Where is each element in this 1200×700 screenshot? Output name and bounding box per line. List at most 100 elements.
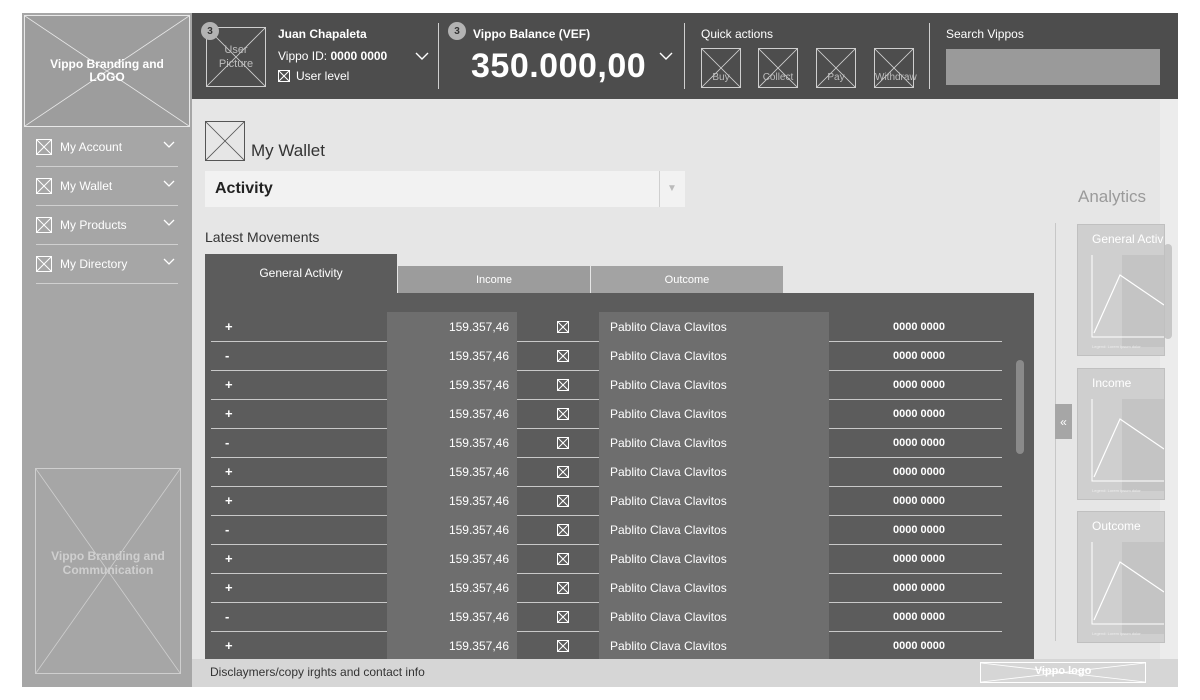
movement-icon-cell xyxy=(557,341,569,370)
movement-sign: - xyxy=(225,522,230,537)
movement-icon-cell xyxy=(557,399,569,428)
movement-amount: 159.357,46 xyxy=(387,486,517,515)
movement-icon-cell xyxy=(557,370,569,399)
page-scrollbar-thumb[interactable] xyxy=(1164,244,1172,339)
sidebar-item-label: My Products xyxy=(60,218,127,232)
movement-type-icon xyxy=(557,610,569,623)
movement-sign: + xyxy=(225,319,233,334)
buy-button-label: Buy xyxy=(712,72,730,83)
movement-sign: + xyxy=(225,406,233,421)
sidebar-item-my-products[interactable]: My Products xyxy=(36,206,178,245)
chevron-down-icon[interactable] xyxy=(162,140,176,150)
tab-general-activity[interactable]: General Activity xyxy=(205,254,397,294)
movement-amount: 159.357,46 xyxy=(387,573,517,602)
movement-reference: 0000 0000 xyxy=(893,494,945,507)
movement-amount: 159.357,46 xyxy=(387,544,517,573)
movement-reference: 0000 0000 xyxy=(893,581,945,594)
collapse-analytics-button[interactable]: « xyxy=(1055,404,1072,439)
movement-reference: 0000 0000 xyxy=(893,523,945,536)
movement-type-icon xyxy=(557,552,569,565)
select-divider xyxy=(659,171,660,207)
movement-name: Pablito Clava Clavitos xyxy=(599,602,829,631)
movement-type-icon xyxy=(557,523,569,536)
user-level-label: User level xyxy=(296,69,350,83)
movement-icon-cell xyxy=(557,486,569,515)
chevron-down-icon[interactable] xyxy=(162,257,176,267)
sidebar-item-my-account[interactable]: My Account xyxy=(36,128,178,167)
table-row[interactable]: - 159.357,46 Pablito Clava Clavitos 0000… xyxy=(211,515,1002,545)
movement-sign: - xyxy=(225,348,230,363)
user-picture[interactable]: User Picture xyxy=(206,27,266,87)
analytics-card-general-activity[interactable]: General Activity Legend: Lorem ipsum dol… xyxy=(1077,224,1165,356)
analytics-card-outcome[interactable]: Outcome Legend: Lorem ipsum dolor xyxy=(1077,511,1165,643)
table-row[interactable]: - 159.357,46 Pablito Clava Clavitos 0000… xyxy=(211,602,1002,632)
user-id-value: 0000 0000 xyxy=(330,49,388,63)
chevron-down-icon[interactable] xyxy=(162,179,176,189)
footer-logo-text: Vippo logo xyxy=(1034,665,1092,677)
search-label: Search Vippos xyxy=(946,27,1024,41)
table-row[interactable]: + 159.357,46 Pablito Clava Clavitos 0000… xyxy=(211,370,1002,400)
table-row[interactable]: + 159.357,46 Pablito Clava Clavitos 0000… xyxy=(211,631,1002,659)
buy-button[interactable]: Buy xyxy=(701,48,741,88)
movement-reference: 0000 0000 xyxy=(893,349,945,362)
brand-logo-text: Vippo Branding and LOGO xyxy=(50,57,164,84)
analytics-card-title: General Activity xyxy=(1092,232,1164,246)
movement-icon-cell xyxy=(557,602,569,631)
placeholder-icon xyxy=(36,178,52,194)
view-select[interactable]: Activity ▼ xyxy=(205,171,685,207)
movement-sign: - xyxy=(225,609,230,624)
movement-type-icon xyxy=(557,407,569,420)
pay-button[interactable]: Pay xyxy=(816,48,856,88)
movements-table: + 159.357,46 Pablito Clava Clavitos 0000… xyxy=(205,293,1034,659)
movement-icon-cell xyxy=(557,515,569,544)
table-row[interactable]: + 159.357,46 Pablito Clava Clavitos 0000… xyxy=(211,457,1002,487)
movement-sign: + xyxy=(225,580,233,595)
movement-amount: 159.357,46 xyxy=(387,515,517,544)
chevron-down-icon[interactable] xyxy=(162,218,176,228)
header-divider xyxy=(438,23,439,89)
tab-outcome[interactable]: Outcome xyxy=(591,266,783,294)
movement-type-icon xyxy=(557,320,569,333)
placeholder-icon xyxy=(36,139,52,155)
table-row[interactable]: + 159.357,46 Pablito Clava Clavitos 0000… xyxy=(211,486,1002,516)
collect-button-label: Collect xyxy=(762,72,794,83)
user-menu-chevron-icon[interactable] xyxy=(414,51,430,61)
table-row[interactable]: + 159.357,46 Pablito Clava Clavitos 0000… xyxy=(211,573,1002,603)
collect-button[interactable]: Collect xyxy=(758,48,798,88)
table-row[interactable]: - 159.357,46 Pablito Clava Clavitos 0000… xyxy=(211,428,1002,458)
search-input[interactable] xyxy=(946,49,1160,85)
movement-name: Pablito Clava Clavitos xyxy=(599,486,829,515)
footer-disclaimer[interactable]: Disclaymers/copy irghts and contact info xyxy=(210,665,425,679)
movement-icon-cell xyxy=(557,457,569,486)
quick-actions-label: Quick actions xyxy=(701,27,774,41)
balance-badge[interactable]: 3 xyxy=(448,22,466,40)
view-select-value: Activity xyxy=(215,180,273,197)
movement-type-icon xyxy=(557,378,569,391)
table-row[interactable]: + 159.357,46 Pablito Clava Clavitos 0000… xyxy=(211,399,1002,429)
movement-sign: + xyxy=(225,464,233,479)
movement-icon-cell xyxy=(557,428,569,457)
analytics-title: Analytics xyxy=(1078,187,1147,206)
dropdown-arrow-icon[interactable]: ▼ xyxy=(667,183,677,194)
notification-badge[interactable]: 3 xyxy=(201,22,219,40)
movement-name: Pablito Clava Clavitos xyxy=(599,370,829,399)
movement-sign: - xyxy=(225,435,230,450)
table-row[interactable]: - 159.357,46 Pablito Clava Clavitos 0000… xyxy=(211,341,1002,371)
movement-name: Pablito Clava Clavitos xyxy=(599,457,829,486)
movement-amount: 159.357,46 xyxy=(387,428,517,457)
brand-communication-text: Vippo Branding and Communication xyxy=(51,549,165,577)
balance-chevron-icon[interactable] xyxy=(658,51,674,61)
sidebar-item-my-directory[interactable]: My Directory xyxy=(36,245,178,284)
sidebar: Vippo Branding and LOGO My Account My Wa… xyxy=(22,13,192,687)
tab-income[interactable]: Income xyxy=(398,266,590,294)
movement-type-icon xyxy=(557,494,569,507)
footer-logo[interactable]: Vippo logo xyxy=(980,662,1146,683)
analytics-card-income[interactable]: Income Legend: Lorem ipsum dolor xyxy=(1077,368,1165,500)
withdraw-button[interactable]: Withdraw xyxy=(874,48,917,88)
sidebar-item-my-wallet[interactable]: My Wallet xyxy=(36,167,178,206)
header-divider xyxy=(684,23,685,89)
table-scrollbar[interactable] xyxy=(1016,360,1024,454)
table-row[interactable]: + 159.357,46 Pablito Clava Clavitos 0000… xyxy=(211,544,1002,574)
brand-logo[interactable]: Vippo Branding and LOGO xyxy=(24,15,190,127)
table-row[interactable]: + 159.357,46 Pablito Clava Clavitos 0000… xyxy=(211,312,1002,342)
